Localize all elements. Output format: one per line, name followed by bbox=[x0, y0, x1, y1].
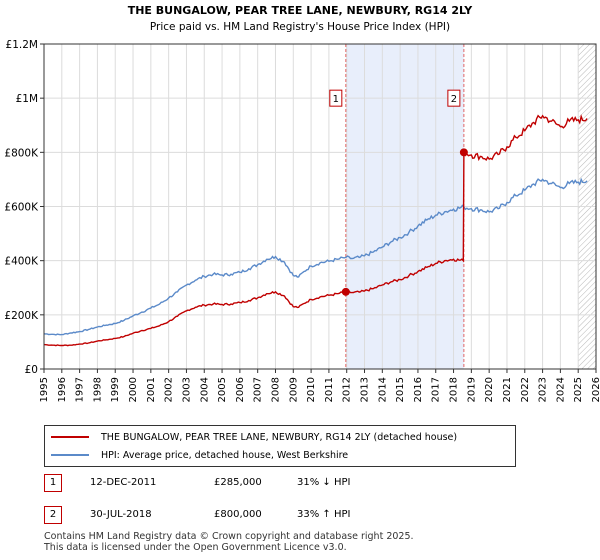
plot-frame bbox=[43, 43, 597, 370]
legend-label-hpi: HPI: Average price, detached house, West… bbox=[101, 449, 349, 461]
x-tick-label: 2001 bbox=[146, 377, 157, 402]
x-tick-label: 2003 bbox=[181, 377, 192, 402]
x-tick-label: 2021 bbox=[502, 377, 513, 402]
y-tick-label: £800K bbox=[4, 147, 39, 159]
x-tick-label: 2009 bbox=[288, 377, 299, 402]
sale-label-box bbox=[447, 89, 461, 107]
transaction-badge: 1 bbox=[44, 474, 62, 492]
x-tick-label: 2014 bbox=[377, 377, 388, 402]
sale-point-marker bbox=[341, 287, 350, 296]
transaction-date: 30-JUL-2018 bbox=[90, 509, 152, 520]
x-tick-label: 1996 bbox=[57, 377, 68, 402]
x-tick-label: 2018 bbox=[449, 377, 460, 402]
transaction-price: £285,000 bbox=[214, 477, 262, 488]
x-tick-label: 2025 bbox=[573, 377, 584, 402]
x-tick-label: 2002 bbox=[164, 377, 175, 402]
transaction-date: 12-DEC-2011 bbox=[90, 477, 157, 488]
x-tick-label: 1995 bbox=[39, 377, 50, 402]
x-tick-label: 2010 bbox=[306, 377, 317, 402]
footer-licence: This data is licensed under the Open Gov… bbox=[44, 542, 347, 553]
transaction-row-1: 1 12-DEC-2011 £285,000 31% ↓ HPI bbox=[44, 474, 564, 494]
x-tick-label: 2015 bbox=[395, 377, 406, 402]
legend-item-property: THE BUNGALOW, PEAR TREE LANE, NEWBURY, R… bbox=[51, 429, 457, 445]
legend-label-property: THE BUNGALOW, PEAR TREE LANE, NEWBURY, R… bbox=[101, 431, 458, 443]
x-tick-label: 1997 bbox=[75, 377, 86, 402]
y-tick-label: £1M bbox=[16, 93, 38, 105]
x-tick-label: 2020 bbox=[484, 377, 495, 402]
sale-label-number: 1 bbox=[333, 94, 339, 105]
transaction-hpi-change: 33% ↑ HPI bbox=[297, 509, 351, 520]
y-tick-label: £0 bbox=[25, 364, 38, 376]
transaction-row-2: 2 30-JUL-2018 £800,000 33% ↑ HPI bbox=[44, 506, 564, 526]
x-tick-label: 2000 bbox=[128, 377, 139, 402]
transaction-price: £800,000 bbox=[214, 509, 262, 520]
x-tick-label: 2026 bbox=[591, 377, 600, 402]
x-tick-label: 2008 bbox=[270, 377, 281, 402]
chart-title: THE BUNGALOW, PEAR TREE LANE, NEWBURY, R… bbox=[128, 4, 474, 17]
sale-label-box bbox=[329, 89, 343, 107]
sale-point-marker bbox=[459, 148, 468, 157]
chart-legend: THE BUNGALOW, PEAR TREE LANE, NEWBURY, R… bbox=[44, 425, 516, 467]
transaction-badge: 2 bbox=[44, 506, 62, 524]
x-tick-label: 2006 bbox=[235, 377, 246, 402]
footer-copyright: Contains HM Land Registry data © Crown c… bbox=[44, 531, 414, 542]
transaction-hpi-change: 31% ↓ HPI bbox=[297, 477, 351, 488]
y-tick-label: £400K bbox=[4, 256, 39, 268]
x-tick-label: 2022 bbox=[520, 377, 531, 402]
footer: Contains HM Land Registry data © Crown c… bbox=[44, 531, 414, 553]
sale-label-number: 2 bbox=[451, 94, 457, 105]
x-tick-label: 2011 bbox=[324, 377, 335, 402]
x-tick-label: 2012 bbox=[342, 377, 353, 402]
y-tick-label: £600K bbox=[4, 202, 39, 214]
y-tick-label: £200K bbox=[4, 310, 39, 322]
x-tick-label: 2016 bbox=[413, 377, 424, 402]
x-tick-label: 2017 bbox=[431, 377, 442, 402]
x-tick-label: 1999 bbox=[110, 377, 121, 402]
x-tick-label: 2004 bbox=[199, 377, 210, 402]
property-series-line bbox=[43, 114, 588, 347]
x-tick-label: 2023 bbox=[538, 377, 549, 402]
y-tick-label: £1.2M bbox=[6, 39, 38, 51]
price-chart: THE BUNGALOW, PEAR TREE LANE, NEWBURY, R… bbox=[4, 4, 600, 402]
x-tick-label: 2007 bbox=[253, 377, 264, 402]
x-tick-label: 2019 bbox=[466, 377, 477, 402]
x-tick-label: 2024 bbox=[555, 377, 566, 402]
x-tick-label: 1998 bbox=[92, 377, 103, 402]
legend-item-hpi: HPI: Average price, detached house, West… bbox=[51, 447, 348, 463]
legend-swatch-red bbox=[51, 436, 89, 438]
x-tick-label: 2005 bbox=[217, 377, 228, 402]
legend-swatch-blue bbox=[51, 454, 89, 456]
chart-subtitle: Price paid vs. HM Land Registry's House … bbox=[150, 21, 450, 33]
hpi-series-line bbox=[43, 177, 588, 336]
x-tick-label: 2013 bbox=[360, 377, 371, 402]
